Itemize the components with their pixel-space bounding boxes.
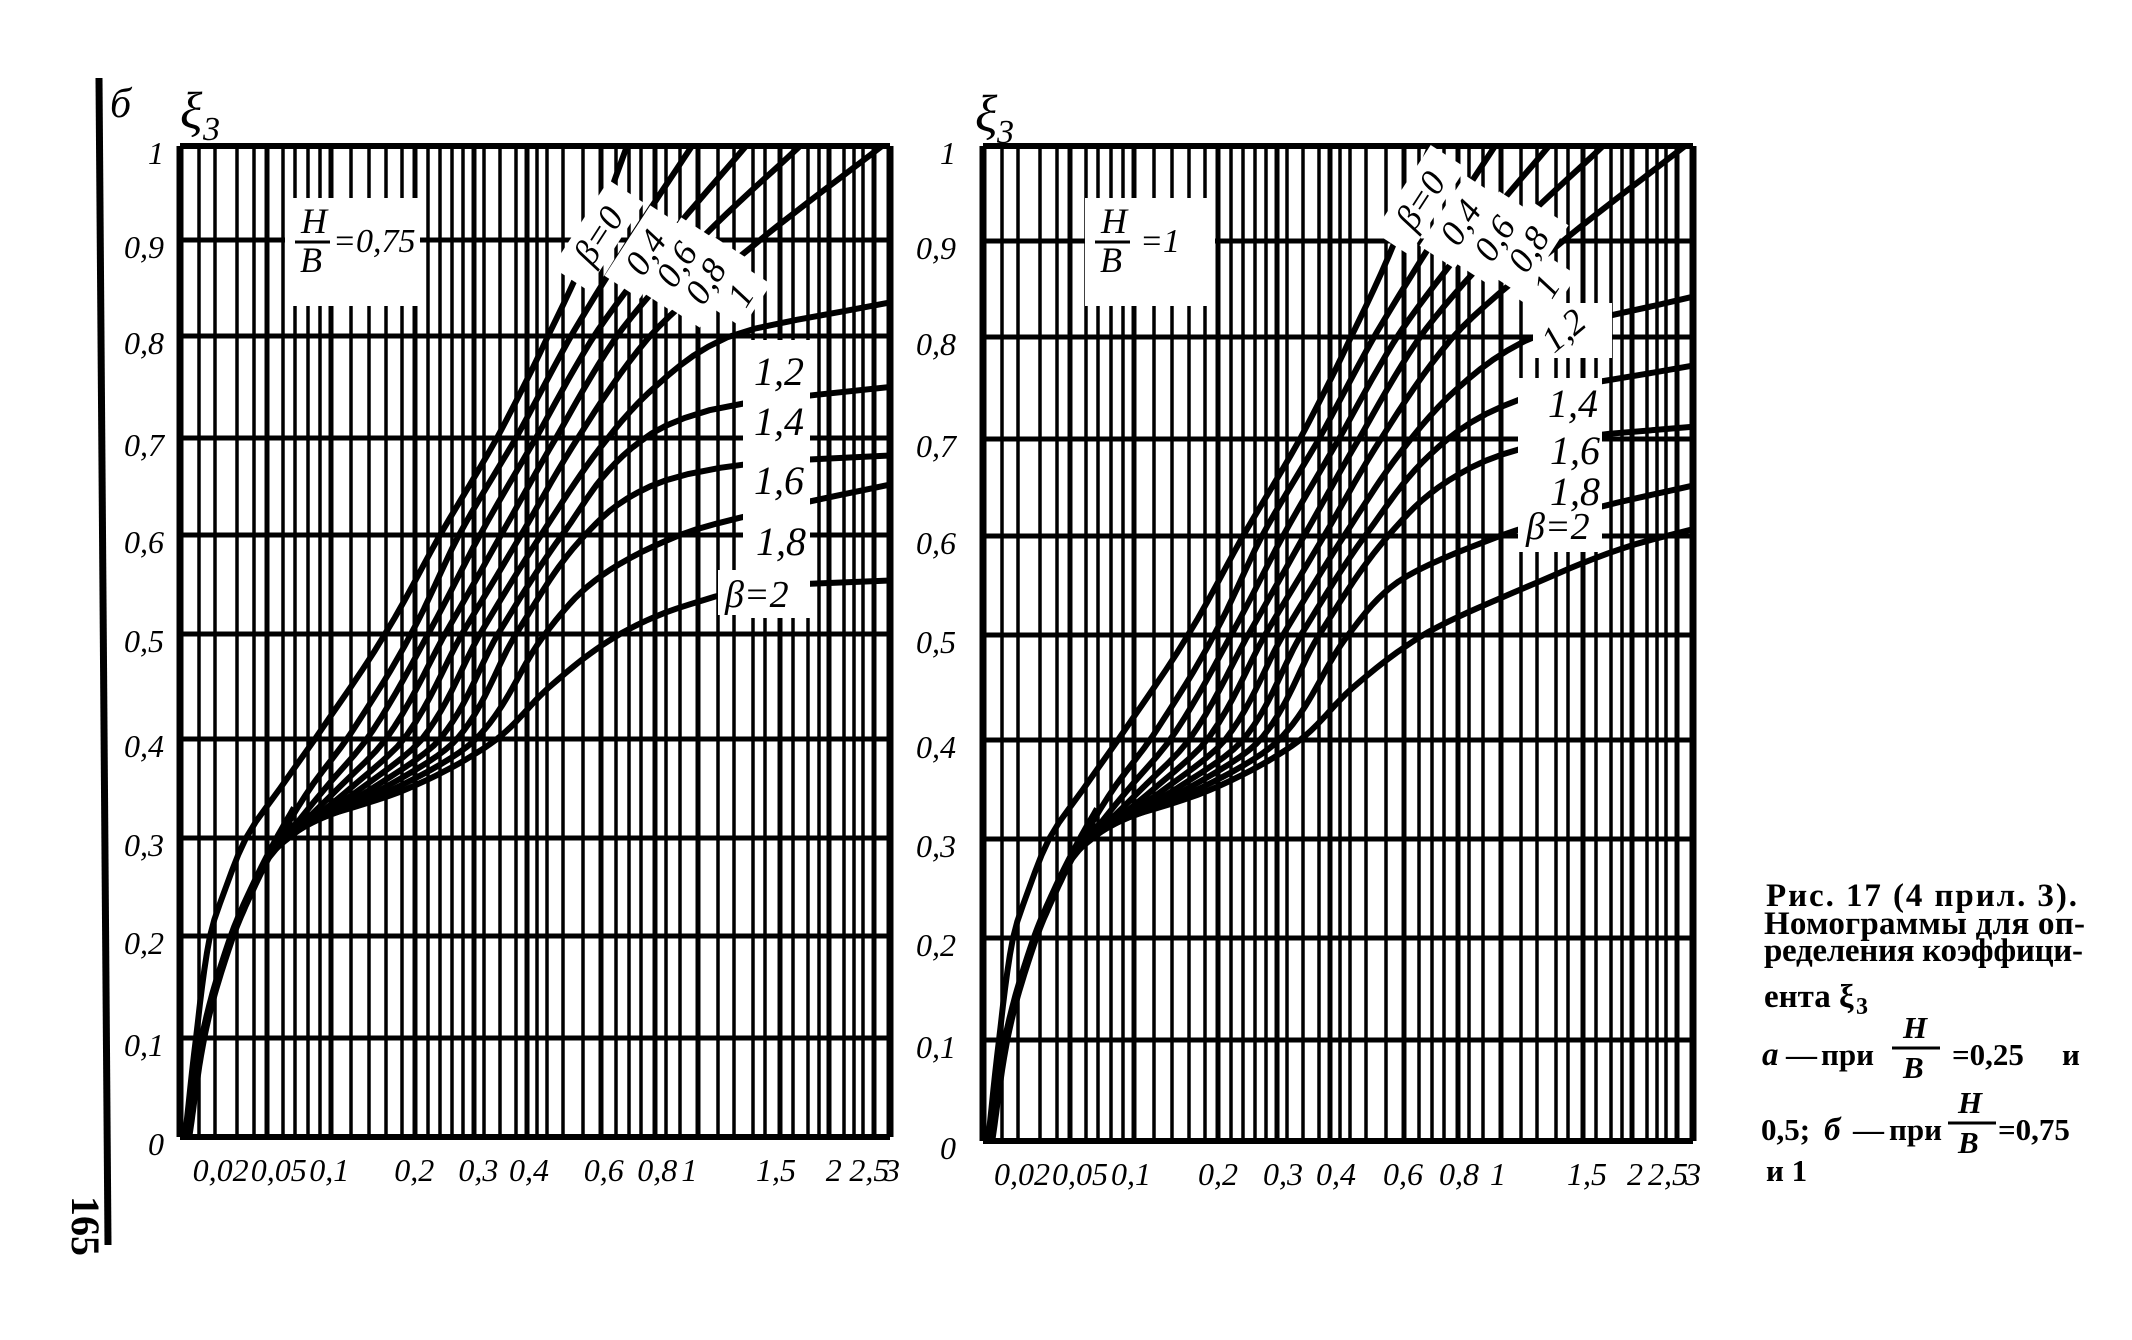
svg-text:0,1: 0,1 (309, 1152, 349, 1188)
svg-text:1: 1 (681, 1152, 697, 1188)
svg-text:В: В (1957, 1125, 1979, 1160)
svg-text:Н: Н (300, 201, 329, 241)
svg-text:0,3: 0,3 (458, 1152, 498, 1188)
svg-text:=0,75: =0,75 (1998, 1112, 2070, 1147)
svg-text:2,5: 2,5 (1648, 1156, 1688, 1192)
svg-text:0,2: 0,2 (916, 927, 956, 963)
svg-text:=0,25: =0,25 (1952, 1037, 2024, 1072)
svg-text:0,2: 0,2 (124, 925, 164, 961)
svg-text:0,3: 0,3 (916, 828, 956, 864)
svg-text:1,8: 1,8 (1550, 469, 1600, 514)
svg-text:В: В (1902, 1050, 1924, 1085)
svg-text:б: б (1824, 1112, 1842, 1148)
svg-text:3: 3 (202, 111, 220, 148)
svg-text:0,4: 0,4 (509, 1152, 549, 1188)
svg-text:ределения коэффици-: ределения коэффици- (1764, 933, 2083, 969)
svg-text:0,1: 0,1 (1111, 1156, 1151, 1192)
svg-text:0,1: 0,1 (124, 1027, 164, 1063)
svg-text:0,7: 0,7 (916, 428, 958, 464)
svg-text:3: 3 (1856, 994, 1868, 1020)
svg-text:2,5: 2,5 (849, 1152, 889, 1188)
svg-text:0,6: 0,6 (584, 1152, 624, 1188)
svg-text:0,7: 0,7 (124, 427, 166, 463)
svg-text:и 1: и 1 (1766, 1153, 1807, 1188)
svg-text:0,3: 0,3 (1263, 1156, 1303, 1192)
svg-text:1: 1 (940, 135, 956, 171)
svg-text:3: 3 (996, 114, 1014, 151)
svg-text:1,4: 1,4 (754, 399, 804, 444)
svg-text:β=2: β=2 (724, 574, 789, 616)
svg-text:0,6: 0,6 (1383, 1156, 1423, 1192)
svg-text:В: В (1100, 240, 1122, 280)
svg-text:1,4: 1,4 (1548, 381, 1598, 426)
svg-text:0,8: 0,8 (124, 325, 164, 361)
svg-text:Н: Н (1902, 1010, 1928, 1045)
svg-text:и: и (2062, 1037, 2080, 1072)
svg-text:1,6: 1,6 (1550, 428, 1600, 473)
svg-text:ξ: ξ (975, 86, 998, 143)
svg-text:0,8: 0,8 (916, 326, 956, 362)
svg-text:—: — (1785, 1037, 1818, 1072)
svg-text:0,9: 0,9 (916, 230, 956, 266)
svg-text:0,4: 0,4 (124, 728, 164, 764)
svg-text:0,6: 0,6 (124, 524, 164, 560)
svg-text:0,6: 0,6 (916, 525, 956, 561)
svg-text:0,2: 0,2 (1198, 1156, 1238, 1192)
svg-text:Номограммы для оп-: Номограммы для оп- (1764, 906, 2085, 942)
svg-text:0,4: 0,4 (1316, 1156, 1356, 1192)
svg-text:0,3: 0,3 (124, 827, 164, 863)
svg-text:0,05: 0,05 (1052, 1156, 1108, 1192)
svg-text:при: при (1821, 1037, 1874, 1072)
svg-text:2: 2 (826, 1152, 842, 1188)
svg-text:1,5: 1,5 (1567, 1156, 1607, 1192)
svg-text:0,5: 0,5 (916, 624, 956, 660)
svg-text:при: при (1889, 1112, 1942, 1147)
svg-text:б: б (110, 81, 133, 127)
svg-text:3: 3 (1684, 1156, 1701, 1192)
svg-text:0,9: 0,9 (124, 229, 164, 265)
svg-text:0: 0 (148, 1126, 164, 1162)
svg-text:ента ξ: ента ξ (1764, 979, 1854, 1015)
svg-text:0: 0 (940, 1130, 956, 1166)
svg-text:=0,75: =0,75 (333, 223, 415, 260)
svg-text:0,8: 0,8 (637, 1152, 677, 1188)
svg-text:0,05: 0,05 (251, 1152, 307, 1188)
svg-text:0,4: 0,4 (916, 729, 956, 765)
svg-text:1: 1 (1490, 1156, 1506, 1192)
svg-text:0,2: 0,2 (394, 1152, 434, 1188)
svg-text:1: 1 (148, 135, 164, 171)
svg-text:Н: Н (1100, 201, 1129, 241)
svg-text:165: 165 (63, 1196, 108, 1256)
svg-text:Н: Н (1957, 1085, 1983, 1120)
svg-text:ξ: ξ (180, 83, 203, 140)
svg-text:β=2: β=2 (1525, 506, 1590, 548)
svg-text:Рис. 17 (4 прил. 3).: Рис. 17 (4 прил. 3). (1766, 878, 2077, 914)
svg-text:—: — (1852, 1112, 1885, 1147)
svg-text:0,8: 0,8 (1439, 1156, 1479, 1192)
svg-text:0,1: 0,1 (916, 1029, 956, 1065)
svg-text:3: 3 (883, 1152, 900, 1188)
svg-text:0,5: 0,5 (124, 623, 164, 659)
svg-text:1,5: 1,5 (756, 1152, 796, 1188)
svg-text:1,2: 1,2 (754, 349, 804, 394)
svg-text:=1: =1 (1140, 223, 1180, 260)
svg-text:0,02: 0,02 (994, 1156, 1050, 1192)
svg-text:а: а (1762, 1037, 1779, 1073)
svg-text:В: В (300, 240, 322, 280)
svg-text:0,5;: 0,5; (1761, 1112, 1810, 1147)
svg-text:1,8: 1,8 (756, 519, 806, 564)
svg-text:2: 2 (1627, 1156, 1643, 1192)
svg-text:1,6: 1,6 (754, 458, 804, 503)
svg-text:0,02: 0,02 (193, 1152, 249, 1188)
